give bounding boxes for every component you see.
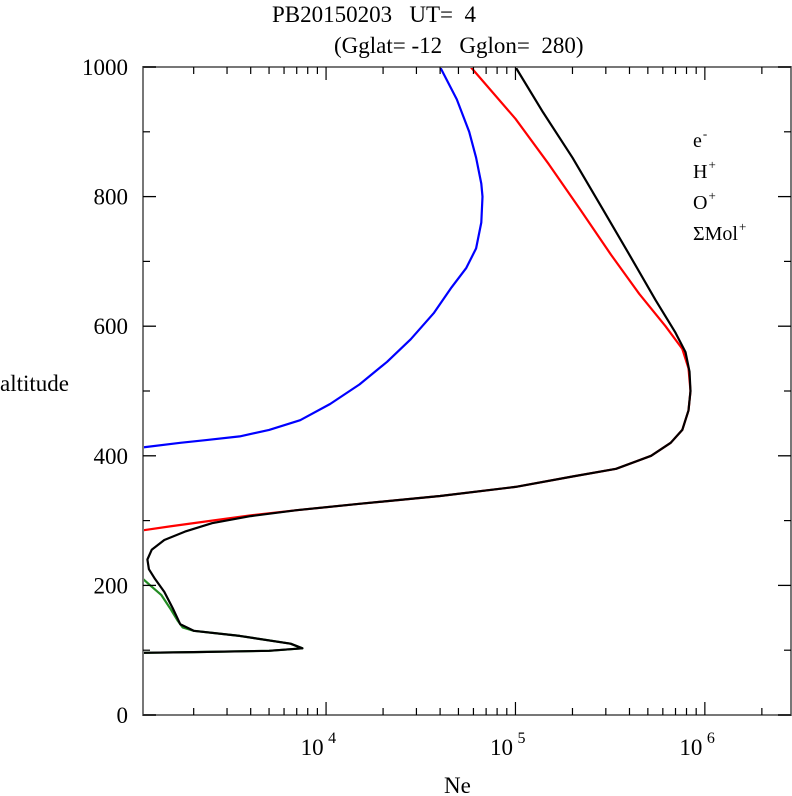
y-tick-label: 200 — [94, 573, 129, 598]
legend-label-sup: + — [739, 219, 746, 234]
legend-item-3: ΣMol + — [693, 219, 746, 245]
y-axis-label: altitude — [0, 371, 69, 396]
y-tick-label: 0 — [117, 703, 129, 728]
x-axis-label: Ne — [444, 773, 471, 796]
series-line-2 — [142, 66, 692, 532]
x-tick-label: 10 — [490, 735, 513, 760]
x-tick-label: 10 — [679, 735, 702, 760]
legend-label: e — [693, 130, 702, 152]
legend-label: O — [693, 192, 707, 214]
y-tick-label: 800 — [94, 185, 129, 210]
y-tick-label: 600 — [94, 314, 129, 339]
legend-item-2: O + — [693, 188, 716, 214]
y-tick-label: 1000 — [82, 55, 128, 80]
legend-label: ΣMol — [693, 223, 738, 245]
x-tick-label: 10 — [301, 735, 324, 760]
legend-label-sup: + — [708, 157, 715, 172]
x-tick-exponent: 4 — [328, 730, 336, 747]
chart-title-line2: (Gglat= -12 Gglon= 280) — [334, 33, 584, 58]
legend-item-0: e- — [693, 126, 707, 152]
series-line-0 — [142, 66, 692, 654]
y-tick-label: 400 — [94, 444, 129, 469]
legend-item-1: H + — [693, 157, 716, 183]
x-tick-exponent: 5 — [517, 730, 525, 747]
series-layer — [142, 66, 692, 654]
chart-title-line1: PB20150203 UT= 4 — [272, 2, 477, 27]
legend: e -H +O +ΣMol + — [693, 126, 746, 245]
legend-label-sup: - — [703, 126, 707, 141]
legend-label-sup: + — [708, 188, 715, 203]
legend-label: H — [693, 161, 707, 183]
x-tick-exponent: 6 — [707, 730, 715, 747]
series-line-1 — [142, 66, 484, 449]
